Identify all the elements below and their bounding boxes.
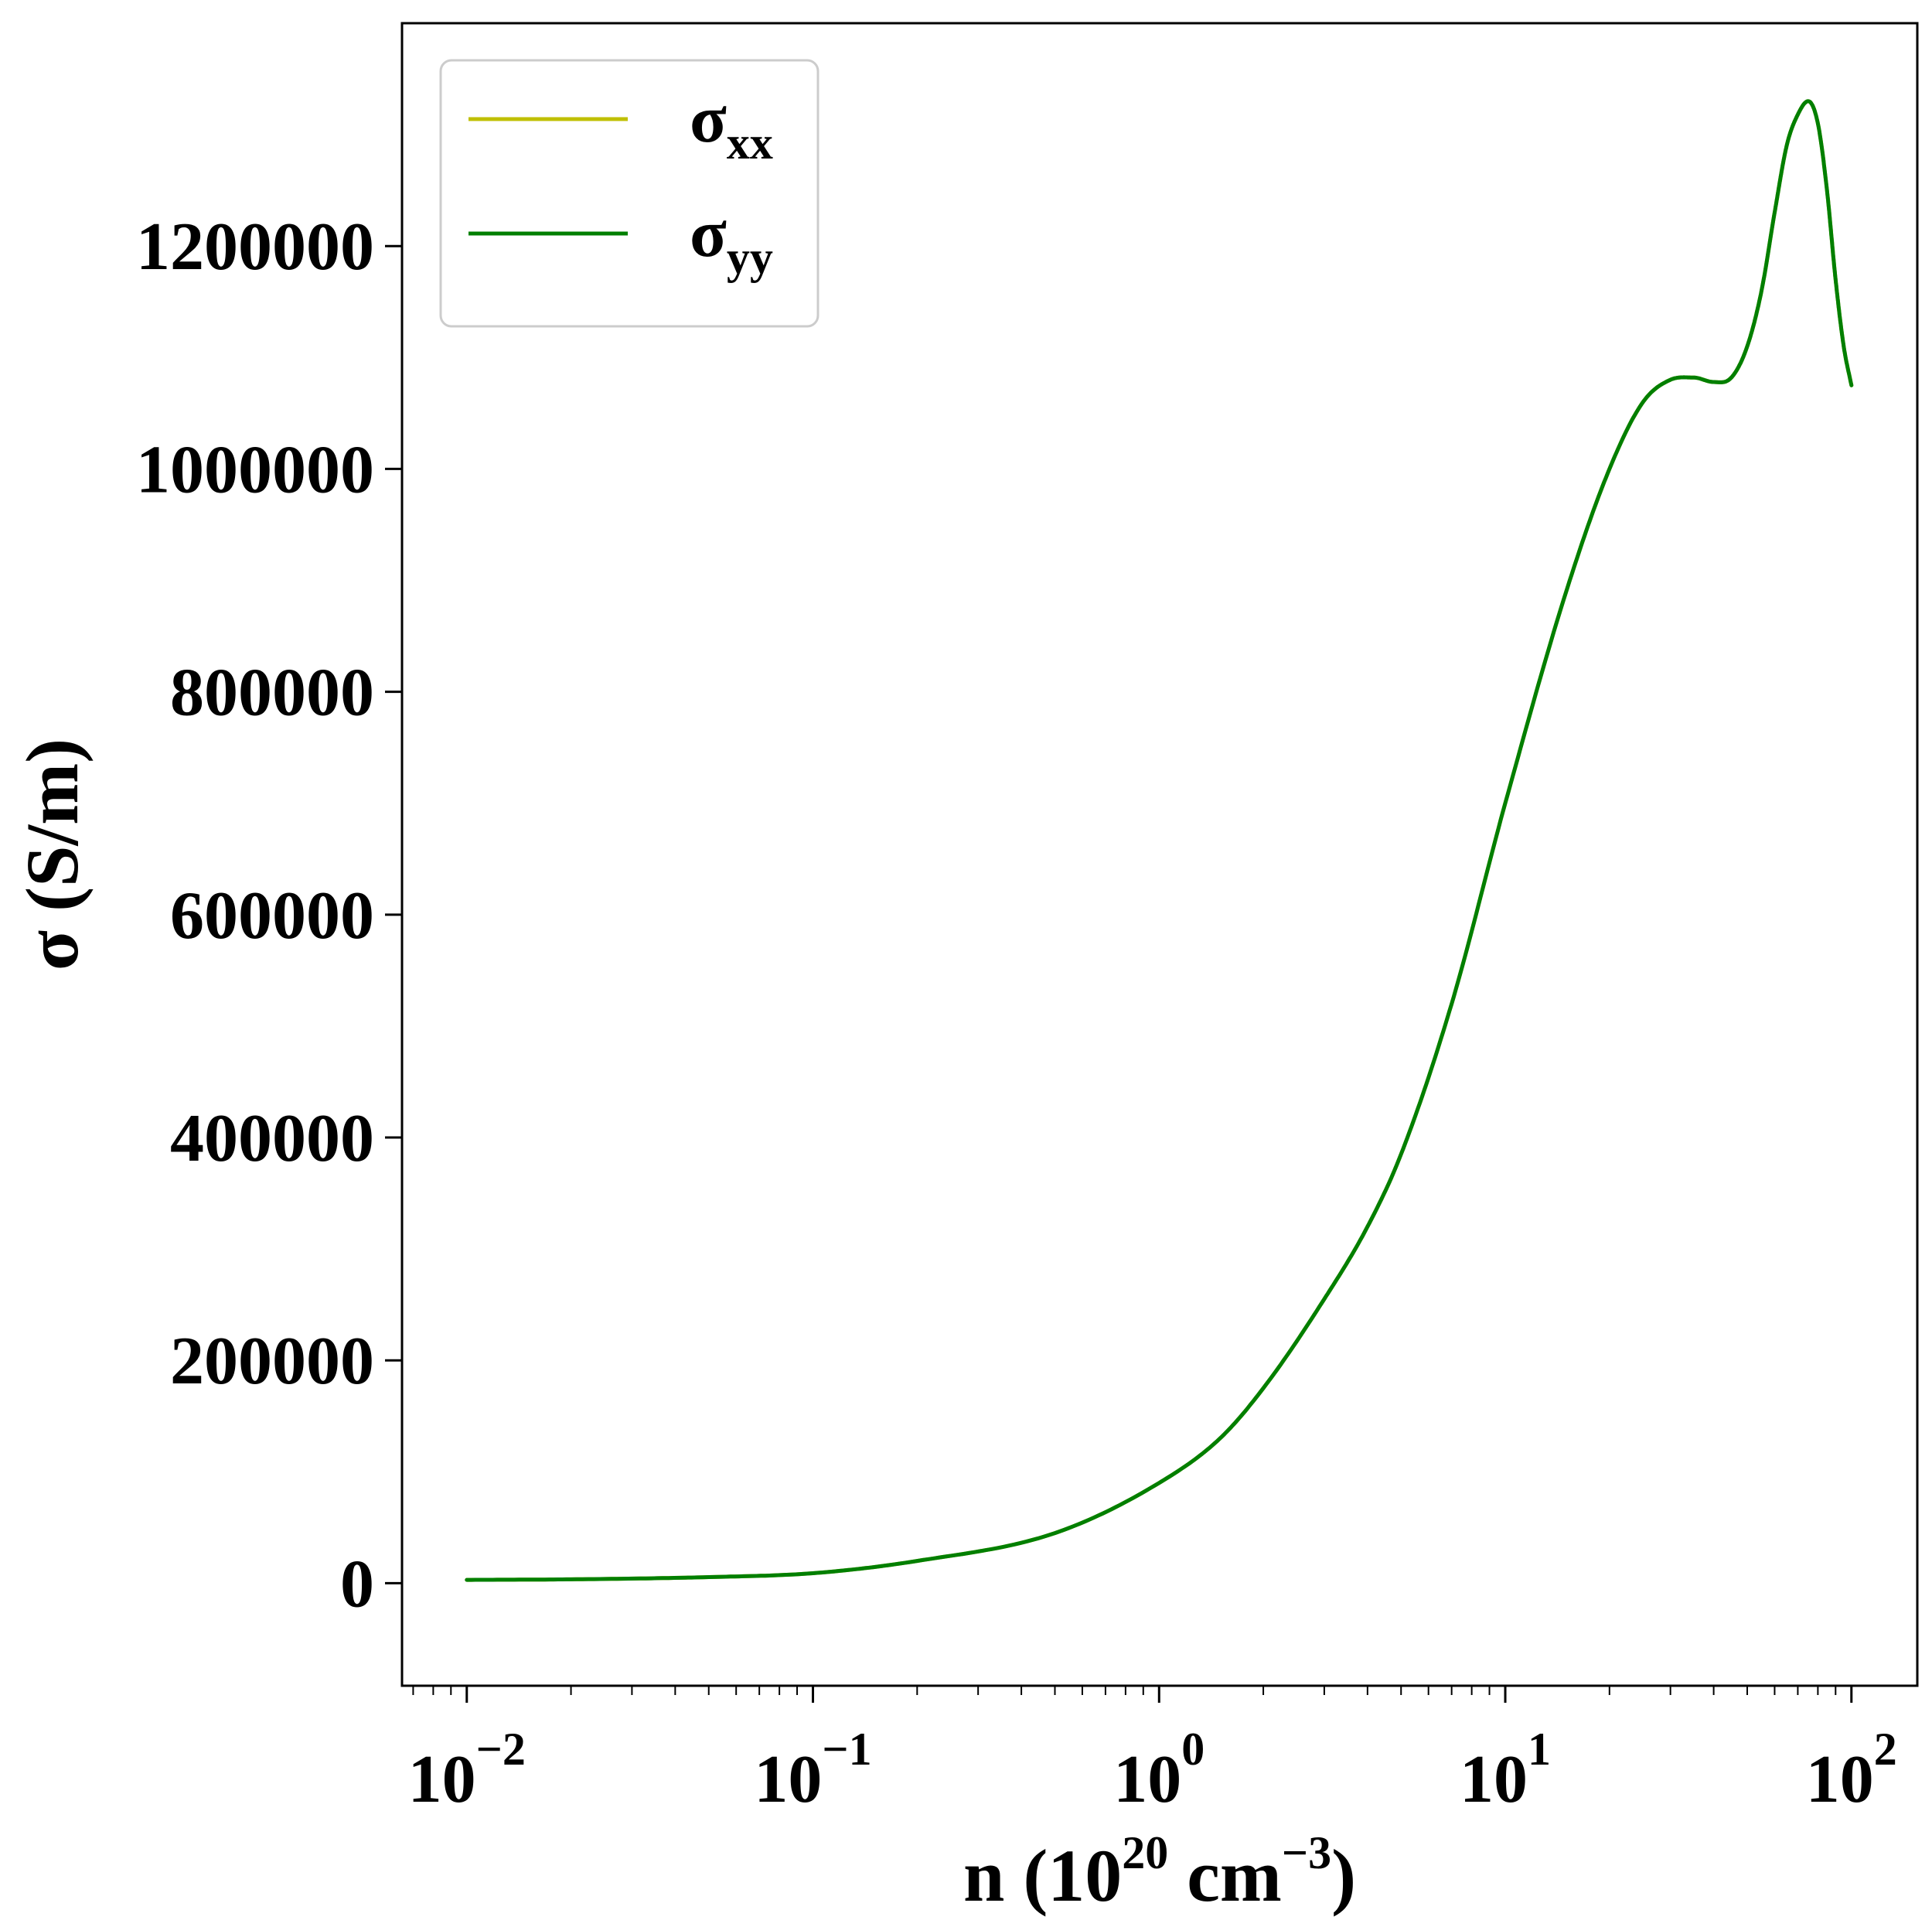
legend: σxx σyy [439,59,819,328]
legend-label-sigma-yy: σyy [690,196,773,283]
x-tick-label: 101 [1460,1724,1551,1817]
y-axis-ticks: 0 200000 400000 600000 800000 1000000 1200000 [136,210,402,1622]
x-axis-label: n (1020 cm−3) [963,1827,1356,1917]
x-tick-label: 10−1 [754,1724,871,1817]
y-tick-label: 200000 [170,1324,374,1399]
y-axis-label: σ (S/m) [11,738,94,970]
series-line-σyy [465,99,1854,1582]
plot-series-group [465,99,1854,1582]
y-tick-label: 0 [340,1547,374,1622]
y-tick-label: 800000 [170,656,374,731]
y-tick-label: 1200000 [136,210,374,285]
y-tick-label: 400000 [170,1101,374,1176]
x-tick-label: 100 [1113,1724,1205,1817]
y-tick-label: 1000000 [136,432,374,507]
x-axis-ticks: 10−2 10−1 100 101 102 [408,1686,1897,1817]
y-tick-label: 600000 [170,878,374,953]
legend-label-sigma-xx: σxx [690,82,773,169]
x-tick-label: 10−2 [408,1724,526,1817]
legend-box [439,59,819,328]
x-tick-label: 102 [1806,1724,1897,1817]
